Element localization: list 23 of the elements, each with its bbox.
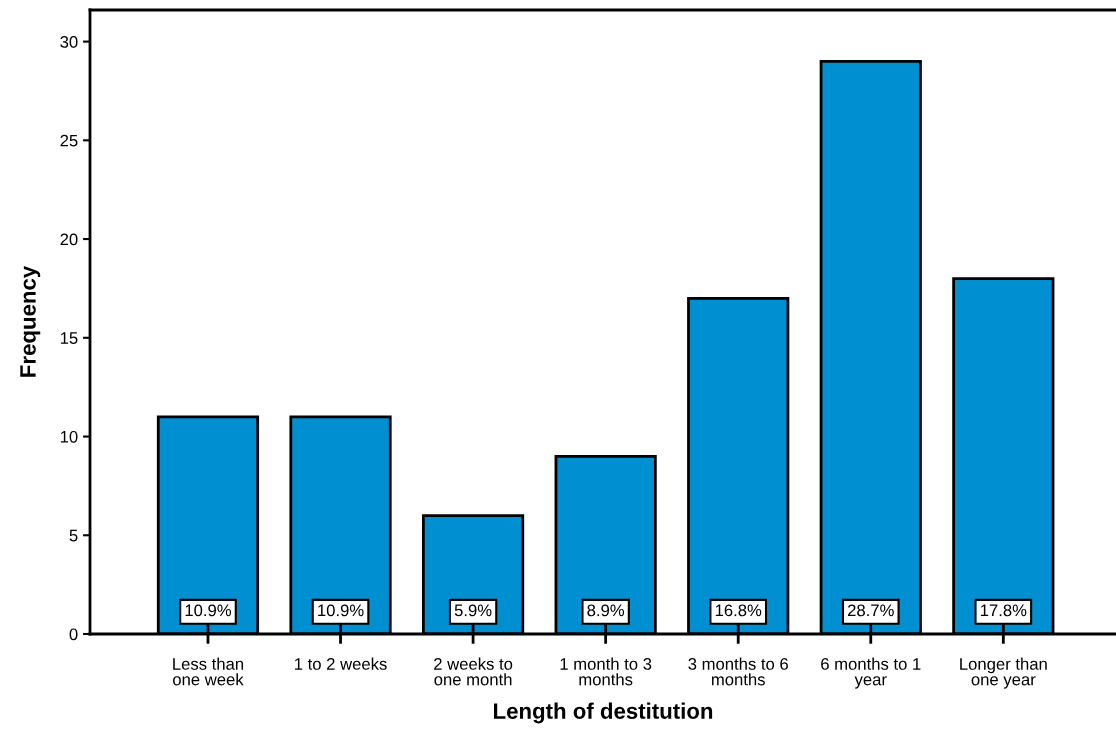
y-tick-label: 30 xyxy=(60,36,78,48)
annotation: 10.9% xyxy=(318,604,364,617)
annotation: 5.9% xyxy=(454,604,492,617)
y-tick-label: 10 xyxy=(60,430,78,443)
x-tick-label: Longer than one year xyxy=(960,657,1047,689)
y-tick-label: 15 xyxy=(60,332,78,344)
x-tick-label: 1 to 2 weeks xyxy=(295,657,387,670)
annotation: 8.9% xyxy=(587,604,625,617)
y-tick-label: 20 xyxy=(60,233,78,246)
annotation: 28.7% xyxy=(847,604,894,617)
annotation: 10.9% xyxy=(185,604,232,617)
x-tick-label: 6 months to 1 year xyxy=(821,657,921,689)
x-tick-label: 1 month to 3 months xyxy=(560,657,652,686)
annotation: 16.8% xyxy=(715,604,762,617)
x-tick-label: Less than one week xyxy=(173,657,244,686)
x-tick-label: 2 weeks to one month xyxy=(434,657,513,686)
y-tick-label: 25 xyxy=(60,134,78,147)
x-axis-title: Length of destitution xyxy=(494,702,713,724)
x-tick-label: 3 months to 6 months xyxy=(688,657,788,686)
annotation: 17.8% xyxy=(980,604,1027,617)
y-tick-label: 0 xyxy=(69,628,78,641)
y-axis-title: Frequency xyxy=(20,265,41,377)
y-tick-label: 5 xyxy=(69,529,78,542)
